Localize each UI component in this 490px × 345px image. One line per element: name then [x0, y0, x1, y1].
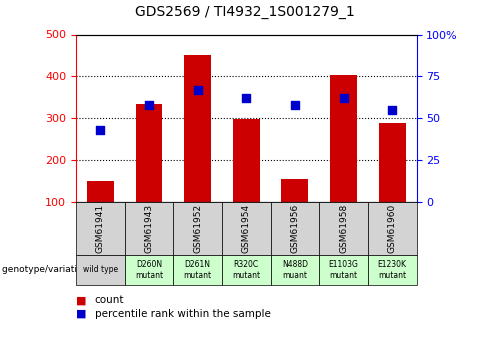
Bar — [184, 56, 211, 202]
Text: percentile rank within the sample: percentile rank within the sample — [95, 309, 270, 319]
Point — [243, 95, 250, 101]
Text: E1230K
mutant: E1230K mutant — [378, 260, 407, 280]
Bar — [87, 181, 114, 202]
Point — [194, 87, 201, 92]
Text: E1103G
mutant: E1103G mutant — [329, 260, 359, 280]
Bar — [136, 104, 162, 202]
Text: ■: ■ — [76, 309, 86, 319]
Text: GSM61952: GSM61952 — [193, 204, 202, 253]
Text: GSM61958: GSM61958 — [339, 204, 348, 253]
Point — [388, 107, 396, 112]
Text: GSM61960: GSM61960 — [388, 204, 397, 253]
Bar — [281, 179, 308, 202]
Text: count: count — [95, 295, 124, 305]
Text: R320C
mutant: R320C mutant — [232, 260, 260, 280]
Text: N488D
muant: N488D muant — [282, 260, 308, 280]
Text: GSM61954: GSM61954 — [242, 204, 251, 253]
Point — [340, 95, 347, 101]
Bar — [233, 119, 260, 202]
Text: ■: ■ — [76, 295, 86, 305]
Bar — [330, 76, 357, 202]
Text: GSM61943: GSM61943 — [145, 204, 153, 253]
Text: GSM61956: GSM61956 — [291, 204, 299, 253]
Bar — [379, 123, 406, 202]
Text: D260N
mutant: D260N mutant — [135, 260, 163, 280]
Point — [97, 127, 104, 132]
Point — [145, 102, 153, 108]
Text: D261N
mutant: D261N mutant — [184, 260, 212, 280]
Point — [291, 102, 299, 108]
Text: genotype/variation ▶: genotype/variation ▶ — [2, 265, 98, 275]
Text: GDS2569 / TI4932_1S001279_1: GDS2569 / TI4932_1S001279_1 — [135, 5, 355, 19]
Text: GSM61941: GSM61941 — [96, 204, 105, 253]
Text: wild type: wild type — [83, 265, 118, 275]
